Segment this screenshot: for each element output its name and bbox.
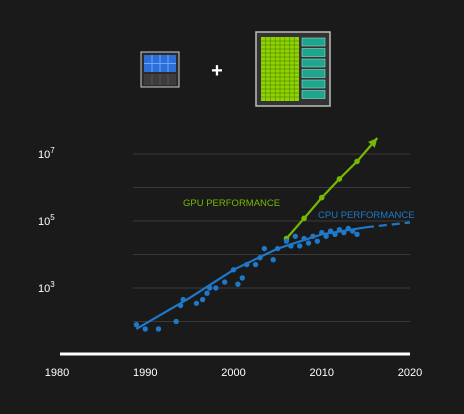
x-tick-label: 2000 [221,367,245,379]
series-layer [133,137,411,332]
cpu-data-point [199,296,206,303]
cpu-projection-line [365,221,411,229]
x-tick-label: 1980 [45,367,69,379]
gpu-arrowhead [368,138,378,148]
x-tick-label: 2010 [310,367,334,379]
y-tick-label: 103 [38,280,55,295]
plus-sign: + [211,60,223,82]
cpu-data-point [204,290,210,296]
cpu-data-point [354,231,360,238]
series-label-gpu: GPU PERFORMANCE [183,198,280,209]
cpu-data-point [292,233,298,239]
cpu-data-point [155,326,162,332]
x-tick-label: 2020 [398,367,422,379]
y-tick-label: 105 [38,213,55,228]
cpu-data-point [252,261,259,268]
cpu-data-point [213,285,219,291]
series-label-cpu: CPU PERFORMANCE [318,210,415,221]
cpu-data-point [133,322,140,328]
cpu-data-point [305,240,312,246]
cpu-data-point [193,300,200,306]
cpu-data-point [239,275,246,281]
gpu-data-point [336,176,343,182]
cpu-trend-line [135,226,367,330]
cpu-chip-icon [140,51,180,88]
x-tick-label: 1990 [133,367,157,379]
cpu-data-point [270,256,276,263]
cpu-data-point [261,245,268,252]
gpu-performance-line [285,137,379,240]
cpu-data-point [221,279,228,285]
gpu-data-point [301,215,307,222]
cpu-data-point [283,238,290,244]
gpu-data-point [318,194,325,201]
gpu-chip-icon [255,31,331,107]
cpu-data-point [173,318,179,325]
chart-grid [133,153,410,322]
gpu-data-point [354,158,360,165]
cpu-data-point [296,243,303,249]
cpu-data-point [314,238,321,244]
cpu-data-point [142,326,148,332]
y-tick-label: 107 [38,146,55,161]
x-tick-labels: 1980 1990 2000 2010 2020 [45,367,422,379]
cpu-data-point [235,281,241,287]
y-tick-labels: 103 105 107 [38,146,55,295]
